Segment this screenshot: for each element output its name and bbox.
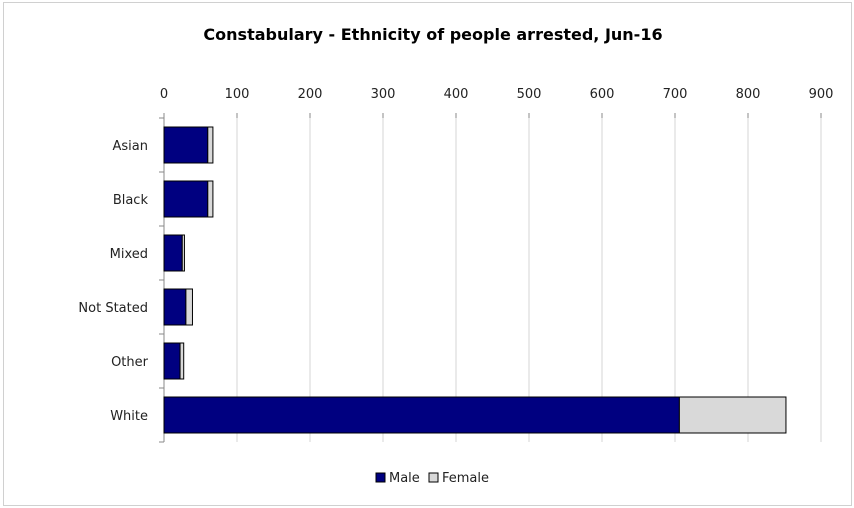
legend-label-female: Female — [442, 471, 489, 486]
bar-male — [163, 180, 209, 218]
legend-swatch-female — [428, 472, 439, 483]
bar-female — [207, 180, 214, 218]
legend-swatch-male — [375, 472, 386, 483]
bar-female — [678, 396, 787, 434]
bar-female — [207, 126, 214, 164]
category-labels: Asian Black Mixed Not Stated Other White — [78, 139, 148, 424]
chart-title: Constabulary - Ethnicity of people arres… — [203, 25, 662, 44]
x-tick-label: 0 — [160, 87, 168, 102]
bar-male — [163, 396, 680, 434]
bar-male — [163, 126, 209, 164]
x-tick-label: 800 — [736, 87, 761, 102]
x-tick-label: 600 — [590, 87, 615, 102]
bar-female — [185, 288, 193, 326]
x-tick-label: 400 — [444, 87, 469, 102]
bars — [163, 126, 787, 434]
bar-female — [181, 234, 185, 272]
x-tick-label: 900 — [809, 87, 834, 102]
x-tick-label: 200 — [298, 87, 323, 102]
category-label: Black — [113, 193, 149, 208]
bar-male — [163, 342, 181, 380]
category-label: Other — [111, 355, 149, 370]
x-tick-label: 500 — [517, 87, 542, 102]
category-label: White — [110, 409, 148, 424]
x-tick-label: 700 — [663, 87, 688, 102]
x-tick-label: 100 — [225, 87, 250, 102]
category-label: Mixed — [110, 247, 148, 262]
bar-female — [179, 342, 185, 380]
bar-male — [163, 288, 187, 326]
x-tick-labels: 0 100 200 300 400 500 600 700 800 900 — [160, 87, 834, 102]
bar-male — [163, 234, 183, 272]
x-tick-label: 300 — [371, 87, 396, 102]
axes — [159, 113, 822, 443]
legend: Male Female — [375, 471, 489, 486]
category-label: Asian — [113, 139, 148, 154]
category-label: Not Stated — [78, 301, 148, 316]
gridlines — [236, 118, 822, 442]
legend-label-male: Male — [389, 471, 420, 486]
